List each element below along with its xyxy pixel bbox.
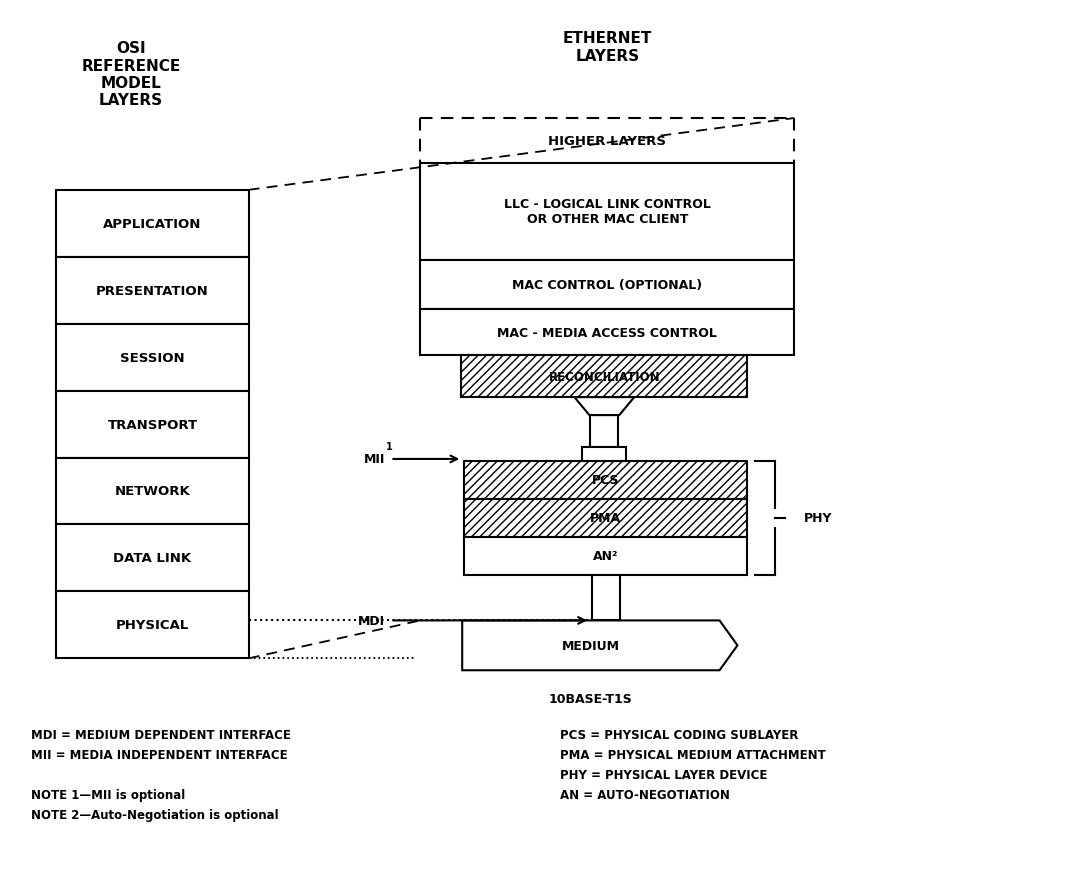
Bar bbox=[56, 592, 248, 659]
Text: HIGHER LAYERS: HIGHER LAYERS bbox=[549, 135, 666, 148]
Text: APPLICATION: APPLICATION bbox=[104, 217, 202, 231]
Text: PRESENTATION: PRESENTATION bbox=[96, 284, 208, 297]
Bar bbox=[56, 458, 248, 524]
Text: NOTE 1—MII is optional: NOTE 1—MII is optional bbox=[31, 788, 186, 801]
Text: PCS = PHYSICAL CODING SUBLAYER: PCS = PHYSICAL CODING SUBLAYER bbox=[559, 728, 798, 741]
Text: TRANSPORT: TRANSPORT bbox=[107, 418, 198, 431]
Text: RECONCILIATION: RECONCILIATION bbox=[549, 370, 660, 383]
Bar bbox=[420, 164, 795, 260]
Text: NOTE 2—Auto-Negotiation is optional: NOTE 2—Auto-Negotiation is optional bbox=[31, 808, 279, 821]
Bar bbox=[56, 524, 248, 592]
Bar bbox=[464, 499, 747, 537]
Bar bbox=[464, 461, 747, 499]
Bar bbox=[56, 190, 248, 258]
Bar bbox=[591, 416, 618, 447]
Bar bbox=[464, 537, 747, 575]
Bar bbox=[56, 324, 248, 391]
Text: PHY = PHYSICAL LAYER DEVICE: PHY = PHYSICAL LAYER DEVICE bbox=[559, 768, 767, 781]
Text: OSI
REFERENCE
MODEL
LAYERS: OSI REFERENCE MODEL LAYERS bbox=[81, 41, 180, 109]
Text: 1: 1 bbox=[387, 441, 393, 452]
Text: AN²: AN² bbox=[593, 550, 619, 562]
Text: MII: MII bbox=[364, 453, 386, 466]
Text: MEDIUM: MEDIUM bbox=[562, 639, 620, 652]
Bar bbox=[56, 258, 248, 324]
Text: 10BASE-T1S: 10BASE-T1S bbox=[549, 692, 633, 705]
Polygon shape bbox=[575, 397, 634, 416]
Text: NETWORK: NETWORK bbox=[114, 485, 190, 498]
Text: PMA = PHYSICAL MEDIUM ATTACHMENT: PMA = PHYSICAL MEDIUM ATTACHMENT bbox=[559, 748, 826, 761]
Bar bbox=[420, 260, 795, 310]
Text: MDI: MDI bbox=[359, 614, 386, 627]
Bar bbox=[420, 310, 795, 356]
Text: MAC - MEDIA ACCESS CONTROL: MAC - MEDIA ACCESS CONTROL bbox=[498, 326, 717, 339]
Bar bbox=[582, 447, 626, 461]
Text: PCS: PCS bbox=[592, 474, 620, 487]
Text: DATA LINK: DATA LINK bbox=[113, 552, 191, 565]
Text: PHY: PHY bbox=[805, 511, 833, 524]
Text: MAC CONTROL (OPTIONAL): MAC CONTROL (OPTIONAL) bbox=[512, 279, 702, 292]
Text: AN = AUTO-NEGOTIATION: AN = AUTO-NEGOTIATION bbox=[559, 788, 730, 801]
Text: LLC - LOGICAL LINK CONTROL
OR OTHER MAC CLIENT: LLC - LOGICAL LINK CONTROL OR OTHER MAC … bbox=[504, 198, 711, 226]
Bar bbox=[592, 575, 620, 621]
Polygon shape bbox=[462, 621, 738, 671]
Text: PMA: PMA bbox=[591, 511, 621, 524]
Bar bbox=[461, 356, 747, 397]
Text: MDI = MEDIUM DEPENDENT INTERFACE: MDI = MEDIUM DEPENDENT INTERFACE bbox=[31, 728, 292, 741]
Text: ETHERNET
LAYERS: ETHERNET LAYERS bbox=[563, 32, 652, 64]
Text: PHYSICAL: PHYSICAL bbox=[116, 618, 189, 631]
Text: MII = MEDIA INDEPENDENT INTERFACE: MII = MEDIA INDEPENDENT INTERFACE bbox=[31, 748, 288, 761]
Text: SESSION: SESSION bbox=[120, 351, 185, 364]
Bar bbox=[56, 391, 248, 458]
